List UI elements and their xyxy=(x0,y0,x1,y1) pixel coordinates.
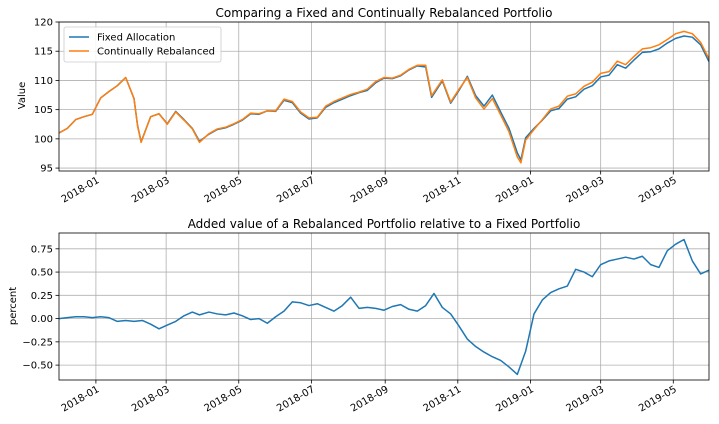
series-line-fixed xyxy=(59,238,709,376)
x-tick-label: 2018-01 xyxy=(60,175,102,205)
plot-frame xyxy=(58,232,710,381)
y-tick-label: 0.75 xyxy=(31,244,53,255)
x-tick-label: 2018-11 xyxy=(422,384,464,414)
legend-label: Fixed Allocation xyxy=(97,33,175,44)
y-tick-label: 115 xyxy=(34,47,53,58)
y-axis-label: percent xyxy=(8,287,19,325)
chart-title: Comparing a Fixed and Continually Rebala… xyxy=(216,6,553,20)
legend-label: Continually Rebalanced xyxy=(97,47,215,58)
x-tick-label: 2019-01 xyxy=(494,175,536,205)
x-tick-label: 2019-01 xyxy=(494,384,536,414)
x-tick-label: 2019-05 xyxy=(637,175,679,205)
x-tick-label: 2019-03 xyxy=(564,175,606,205)
y-tick-label: 105 xyxy=(34,105,53,116)
x-tick-label: 2018-09 xyxy=(349,384,391,414)
x-tick-label: 2018-07 xyxy=(275,175,317,205)
axis-ticks: −0.50 −0.25 0.00 0.25 0.50 0.75 2018-01 2018-03… xyxy=(22,244,678,414)
y-tick-label: 95 xyxy=(40,164,53,175)
x-tick-label: 2018-03 xyxy=(130,384,172,414)
chart-title: Added value of a Rebalanced Portfolio re… xyxy=(188,217,581,231)
x-tick-label: 2018-09 xyxy=(349,175,391,205)
x-tick-label: 2018-07 xyxy=(275,384,317,414)
chart-portfolio-value: Comparing a Fixed and Continually Rebala… xyxy=(17,6,710,205)
grid xyxy=(59,233,709,380)
y-tick-label: 0.50 xyxy=(31,268,53,279)
x-tick-label: 2019-05 xyxy=(637,384,679,414)
y-tick-label: 100 xyxy=(34,134,53,145)
x-tick-label: 2018-05 xyxy=(203,175,245,205)
plot-frame xyxy=(58,21,710,172)
y-axis-label: Value xyxy=(17,82,28,109)
series-lines xyxy=(59,238,709,376)
x-tick-label: 2018-03 xyxy=(130,175,172,205)
legend-box xyxy=(63,26,222,63)
x-tick-label: 2019-03 xyxy=(564,384,606,414)
y-tick-label: −0.50 xyxy=(22,361,53,372)
y-tick-label: 120 xyxy=(34,18,53,29)
y-tick-label: 0.25 xyxy=(31,291,53,302)
y-tick-label: 110 xyxy=(34,76,53,87)
x-tick-label: 2018-01 xyxy=(60,384,102,414)
y-tick-label: −0.25 xyxy=(22,337,53,348)
x-tick-label: 2018-11 xyxy=(422,175,464,205)
chart-added-value: Added value of a Rebalanced Portfolio re… xyxy=(8,217,710,414)
series-lines xyxy=(59,30,709,164)
y-tick-label: 0.00 xyxy=(31,314,53,325)
x-tick-label: 2018-05 xyxy=(203,384,245,414)
series-line-rebalanced xyxy=(59,30,709,164)
legend: Fixed Allocation Continually Rebalanced xyxy=(63,26,222,63)
